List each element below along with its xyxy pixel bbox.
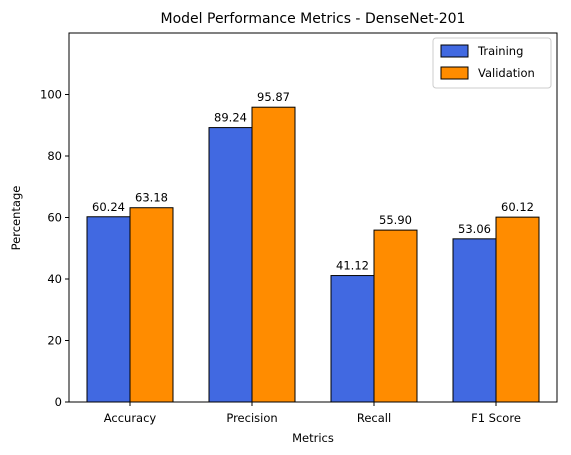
bar-value-label: 53.06 [458, 222, 491, 236]
x-tick-label: F1 Score [471, 411, 521, 425]
bar-training-recall [330, 275, 375, 403]
y-tick-label: 40 [47, 272, 62, 286]
bar-training-precision [208, 127, 253, 403]
legend-swatch-validation [440, 66, 469, 80]
bar-value-label: 60.12 [501, 200, 534, 214]
y-tick-label: 0 [55, 395, 62, 409]
legend-swatch-training [440, 44, 469, 58]
y-tick-label: 80 [47, 149, 62, 163]
x-axis-label: Metrics [292, 431, 334, 445]
y-axis-label: Percentage [9, 186, 23, 251]
legend-label-training: Training [477, 44, 523, 58]
y-tick-label: 20 [47, 334, 62, 348]
plot-area: 60.24 89.24 41.12 53.06 63.18 95.87 55.90 60.12… [40, 32, 558, 425]
x-tick-label: Accuracy [104, 411, 157, 425]
y-tick-label: 100 [40, 88, 62, 102]
x-tick-label: Recall [357, 411, 391, 425]
bar-value-label: 89.24 [214, 111, 247, 125]
bar-value-label: 60.24 [92, 200, 125, 214]
bar-value-label: 95.87 [257, 90, 290, 104]
chart-title: Model Performance Metrics - DenseNet-201 [161, 11, 466, 27]
bar-value-label: 41.12 [336, 259, 369, 273]
y-tick-label: 60 [47, 211, 62, 225]
bar-validation-accuracy [129, 207, 174, 403]
legend-label-validation: Validation [478, 66, 535, 80]
x-tick-label: Precision [226, 411, 277, 425]
bar-training-f1-score [452, 238, 497, 403]
bar-validation-recall [373, 229, 418, 403]
bar-validation-f1-score [495, 216, 540, 403]
bar-validation-precision [251, 106, 296, 403]
bar-value-label: 55.90 [379, 213, 412, 227]
bar-value-label: 63.18 [135, 191, 168, 205]
bar-training-accuracy [86, 216, 131, 403]
legend: Training Validation [432, 37, 552, 89]
